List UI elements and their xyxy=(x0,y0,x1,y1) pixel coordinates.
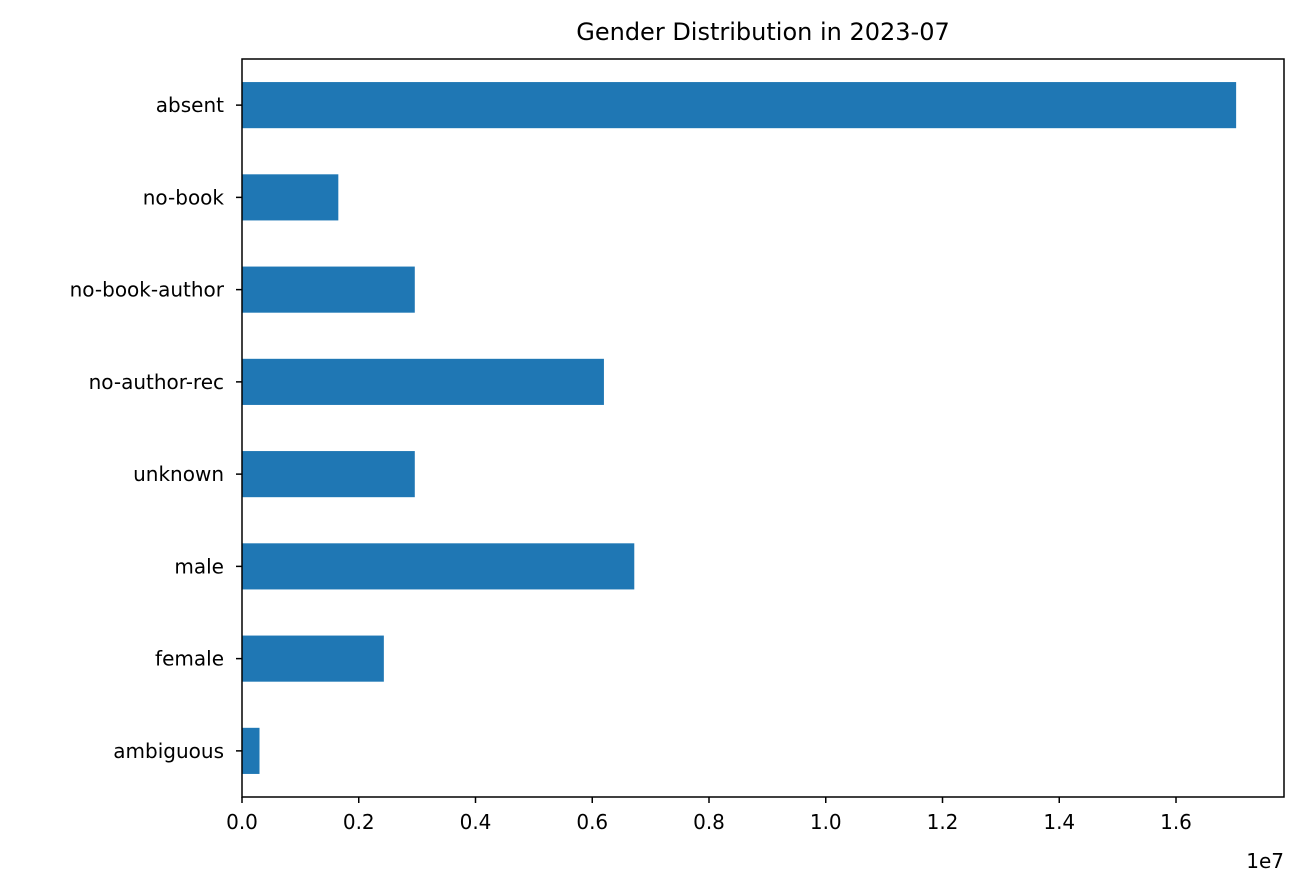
chart-title: Gender Distribution in 2023-07 xyxy=(576,18,950,46)
y-tick-label: no-author-rec xyxy=(89,370,224,394)
y-tick-label: male xyxy=(174,554,224,578)
bar-female xyxy=(242,635,384,682)
x-tick-label: 1.4 xyxy=(1043,810,1075,834)
y-tick-label: ambiguous xyxy=(113,739,224,763)
bar-no-author-rec xyxy=(242,358,604,405)
bar-no-book-author xyxy=(242,266,415,313)
y-tick-label: no-book-author xyxy=(70,278,225,302)
bar-unknown xyxy=(242,451,415,498)
bar-absent xyxy=(242,82,1237,129)
x-tick-label: 0.0 xyxy=(226,810,258,834)
x-tick-label: 0.8 xyxy=(693,810,725,834)
x-tick-label: 0.4 xyxy=(460,810,492,834)
plot-frame xyxy=(241,58,1285,798)
x-tick-label: 0.2 xyxy=(343,810,375,834)
y-tick-label: absent xyxy=(156,93,224,117)
y-tick-label: female xyxy=(155,647,224,671)
y-tick-label: unknown xyxy=(133,462,224,486)
y-tick-label: no-book xyxy=(143,185,225,209)
bar-no-book xyxy=(242,174,339,221)
x-axis: 0.0 0.2 0.4 0.6 0.8 1.0 1.2 1.4 1.6 xyxy=(226,797,1192,834)
bar-male xyxy=(242,543,635,590)
bar-ambiguous xyxy=(242,727,260,774)
bars-group xyxy=(242,82,1237,774)
x-tick-label: 1.0 xyxy=(810,810,842,834)
y-axis: absent no-book no-book-author no-author-rec… xyxy=(70,93,242,763)
x-tick-label: 1.6 xyxy=(1160,810,1192,834)
x-tick-label: 0.6 xyxy=(576,810,608,834)
x-tick-label: 1.2 xyxy=(927,810,959,834)
x-axis-offset-label: 1e7 xyxy=(1246,849,1284,873)
